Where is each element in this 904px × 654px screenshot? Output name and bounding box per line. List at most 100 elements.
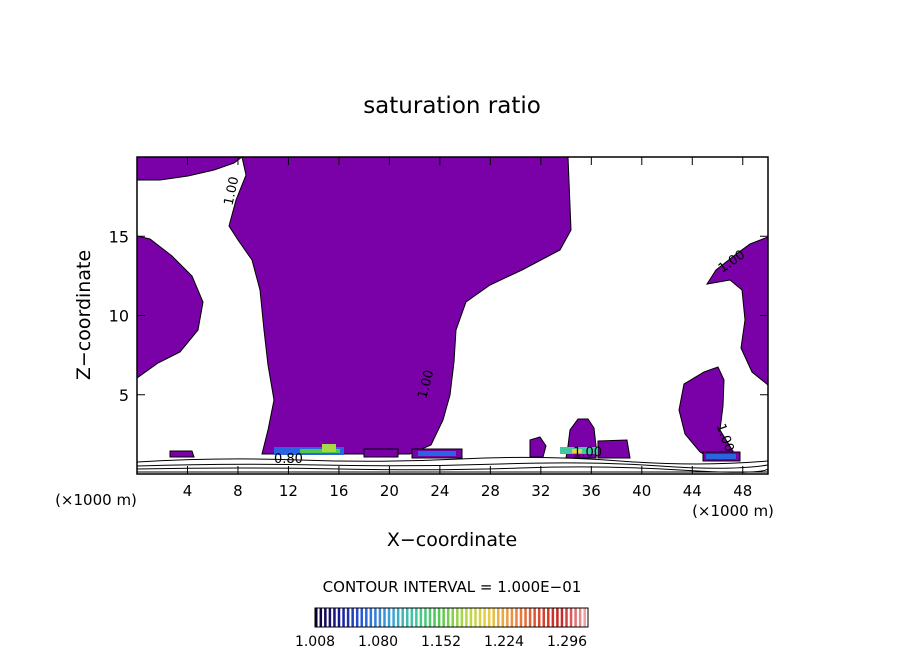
colorbar [315, 608, 586, 627]
colorbar-swatch [501, 608, 505, 627]
x-tick-label: 44 [683, 482, 702, 500]
x-tick-label: 36 [582, 482, 601, 500]
colorbar-swatch [492, 608, 495, 627]
colorbar-swatch [528, 608, 532, 627]
colorbar-swatch [574, 608, 577, 627]
colorbar-swatch [446, 608, 450, 627]
plot-area: 1.001.001.001.001.000.80 [137, 157, 768, 473]
colorbar-swatch [469, 608, 473, 627]
colorbar-swatch [410, 608, 414, 627]
region-right-upper [705, 236, 768, 386]
x-tick-label: 16 [329, 482, 348, 500]
contour-labels: 1.001.001.001.001.000.80 [222, 175, 748, 466]
colorbar-swatch [355, 608, 359, 627]
colorbar-swatch [437, 608, 441, 627]
x-tick-label: 8 [233, 482, 243, 500]
contour-label: 1.00 [222, 175, 243, 206]
colorbar-swatch [442, 608, 445, 627]
colorbar-tick-label: 1.296 [547, 634, 587, 650]
region-left-upper [137, 235, 204, 379]
x-tick-label: 4 [183, 482, 193, 500]
colorbar-swatch [319, 608, 323, 627]
colorbar-swatch [515, 608, 518, 627]
colorbar-swatch [451, 608, 455, 627]
colorbar-swatch [556, 608, 559, 627]
y-tick-label: 10 [109, 307, 129, 326]
colorbar-swatch [351, 608, 354, 627]
colorbar-tick-label: 1.008 [295, 634, 335, 650]
x-tick-label: 12 [279, 482, 298, 500]
colorbar-ticks: 1.008 1.080 1.152 1.224 1.296 [295, 634, 587, 650]
colorbar-swatch [428, 608, 432, 627]
colorbar-swatch [346, 608, 350, 627]
colorbar-swatch [328, 608, 332, 627]
y-axis-ticks: 5 10 15 [109, 227, 768, 405]
colorbar-swatch [560, 608, 564, 627]
colorbar-swatch [487, 608, 491, 627]
spot-15 [300, 449, 340, 453]
x-axis-ticks: 4 8 12 16 20 24 28 32 36 40 44 48 [183, 157, 752, 500]
region-blob-31 [529, 436, 547, 458]
colorbar-swatch [433, 608, 436, 627]
colorbar-swatch [506, 608, 509, 627]
y-tick-label: 5 [119, 386, 129, 405]
region-central-tower [228, 157, 572, 455]
colorbar-swatch [497, 608, 500, 627]
contour-line [137, 462, 768, 469]
colorbar-swatch [406, 608, 409, 627]
y-axis-label: Z−coordinate [73, 250, 95, 380]
x-tick-label: 32 [531, 482, 550, 500]
spot-22 [418, 451, 456, 456]
colorbar-swatch [383, 608, 386, 627]
colorbar-swatch [378, 608, 382, 627]
contour-label: 1.00 [573, 446, 602, 461]
contour-label: 1.00 [415, 368, 437, 400]
contour-interval-text: CONTOUR INTERVAL = 1.000E−01 [323, 578, 582, 596]
colorbar-swatch [460, 608, 464, 627]
colorbar-swatch [524, 608, 527, 627]
colorbar-swatch [583, 608, 586, 627]
colorbar-swatch [396, 608, 400, 627]
colorbar-swatch [456, 608, 459, 627]
colorbar-swatch [551, 608, 555, 627]
contour-line [137, 456, 768, 465]
colorbar-swatch [565, 608, 568, 627]
colorbar-swatch [424, 608, 427, 627]
colorbar-swatch [578, 608, 582, 627]
x-tick-label: 48 [733, 482, 752, 500]
x-unit-left: (×1000 m) [55, 491, 137, 509]
colorbar-swatch [478, 608, 482, 627]
colorbar-swatch [474, 608, 477, 627]
colorbar-frame [314, 607, 589, 628]
colorbar-swatch [324, 608, 327, 627]
colorbar-swatch [387, 608, 391, 627]
colorbar-swatch [392, 608, 395, 627]
colorbar-swatch [537, 608, 541, 627]
colorbar-swatch [342, 608, 345, 627]
x-axis-label: X−coordinate [387, 529, 517, 551]
colorbar-swatch [533, 608, 536, 627]
x-tick-label: 28 [481, 482, 500, 500]
contour-label: 0.80 [274, 452, 303, 467]
colorbar-swatch [374, 608, 377, 627]
colorbar-tick-label: 1.224 [484, 634, 524, 650]
spot-35b [572, 449, 582, 453]
colorbar-swatch [510, 608, 514, 627]
spot-16 [322, 444, 336, 452]
colorbar-swatch [483, 608, 486, 627]
x-unit-right: (×1000 m) [692, 502, 774, 520]
y-tick-label: 15 [109, 227, 129, 246]
colorbar-swatch [401, 608, 404, 627]
colorbar-tick-label: 1.152 [421, 634, 461, 650]
colorbar-swatch [547, 608, 550, 627]
x-tick-label: 40 [632, 482, 651, 500]
colorbar-swatch [333, 608, 336, 627]
high-saturation-spots [274, 444, 736, 459]
x-tick-label: 24 [430, 482, 449, 500]
colorbar-swatch [337, 608, 341, 627]
colorbar-swatch [360, 608, 364, 627]
region-top-left-strip [137, 157, 243, 181]
colorbar-swatch [465, 608, 468, 627]
colorbar-swatch [519, 608, 523, 627]
